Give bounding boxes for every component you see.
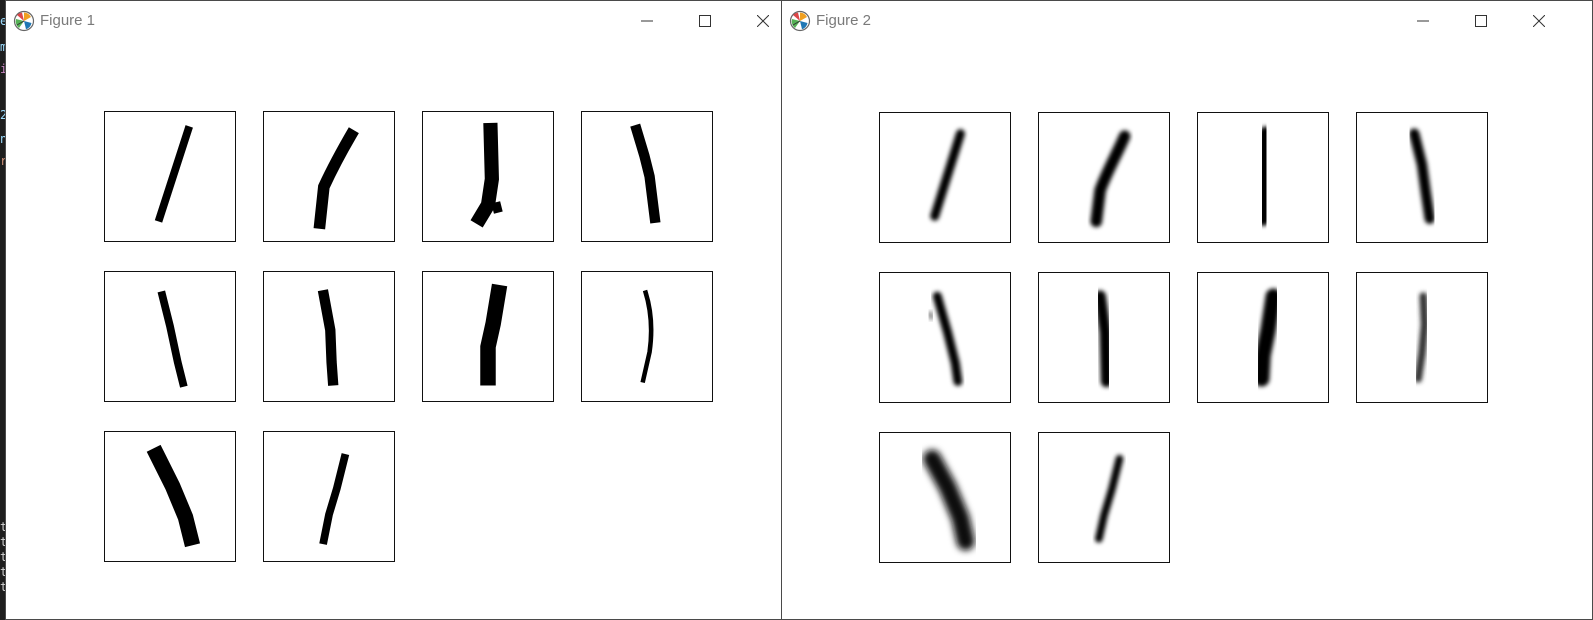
digit-image: [927, 291, 963, 386]
code-char: m: [0, 40, 8, 54]
digit-subplot: [422, 111, 554, 242]
code-char: n: [0, 132, 8, 146]
digit-subplot: [1356, 112, 1488, 243]
window-title: Figure 2: [816, 12, 872, 29]
digit-subplot: [263, 431, 395, 562]
editor-edge: e m i 2 n r t t t t t: [0, 0, 8, 620]
digit-subplot: [879, 432, 1011, 563]
close-button[interactable]: [1516, 7, 1562, 35]
digit-subplot: [581, 111, 713, 242]
digit-image: [313, 127, 359, 230]
code-char: i: [0, 62, 8, 76]
code-char: r: [0, 154, 8, 168]
digit-image: [319, 453, 350, 545]
digit-image: [1253, 288, 1282, 387]
digit-image: [470, 122, 503, 228]
digit-image: [146, 444, 201, 548]
digit-image: [480, 283, 508, 386]
window-title: Figure 1: [40, 12, 96, 29]
digit-subplot: [104, 431, 236, 562]
title-bar[interactable]: Figure 1: [6, 1, 781, 41]
code-char: t: [0, 535, 8, 549]
minimize-button[interactable]: [624, 7, 670, 35]
digit-subplot: [422, 271, 554, 402]
digit-subplot: [104, 271, 236, 402]
digit-subplot: [1038, 432, 1170, 563]
minimize-icon: [641, 20, 653, 22]
code-char: t: [0, 565, 8, 579]
digit-image: [157, 290, 188, 388]
maximize-icon: [699, 15, 711, 27]
digit-subplot: [581, 271, 713, 402]
digit-image: [1094, 454, 1124, 543]
digit-subplot: [879, 272, 1011, 403]
digit-image: [1090, 130, 1131, 228]
digit-image: [1414, 292, 1429, 383]
digit-subplot: [104, 111, 236, 242]
close-button[interactable]: [740, 7, 781, 35]
digit-image: [640, 289, 654, 384]
digit-subplot: [1356, 272, 1488, 403]
code-char: t: [0, 520, 8, 534]
minimize-icon: [1417, 20, 1429, 22]
minimize-button[interactable]: [1400, 7, 1446, 35]
maximize-button[interactable]: [682, 7, 728, 35]
digit-subplot: [1038, 112, 1170, 243]
figure-window-2[interactable]: Figure 2: [781, 0, 1593, 620]
maximize-button[interactable]: [1458, 7, 1504, 35]
digit-image: [930, 129, 965, 221]
code-char: t: [0, 580, 8, 594]
close-icon: [757, 15, 769, 27]
matplotlib-icon: [13, 10, 35, 32]
digit-image: [923, 449, 975, 551]
code-char: e: [0, 14, 8, 28]
digit-image: [1409, 128, 1435, 224]
figure-window-1[interactable]: Figure 1: [5, 0, 782, 620]
figure-canvas[interactable]: [6, 41, 781, 619]
digit-subplot: [1038, 272, 1170, 403]
digit-image: [1094, 290, 1113, 388]
digit-image: [630, 123, 661, 224]
digit-subplot: [263, 111, 395, 242]
digit-subplot: [1197, 272, 1329, 403]
digit-image: [317, 289, 339, 386]
code-char: 2: [0, 108, 8, 122]
digit-subplot: [879, 112, 1011, 243]
digit-image: [1255, 126, 1273, 226]
figure-canvas[interactable]: [782, 41, 1592, 619]
digit-subplot: [263, 271, 395, 402]
digit-subplot: [1197, 112, 1329, 243]
title-bar[interactable]: Figure 2: [782, 1, 1592, 41]
close-icon: [1533, 15, 1545, 27]
digit-image: [154, 125, 193, 223]
maximize-icon: [1475, 15, 1487, 27]
code-char: t: [0, 550, 8, 564]
matplotlib-icon: [789, 10, 811, 32]
